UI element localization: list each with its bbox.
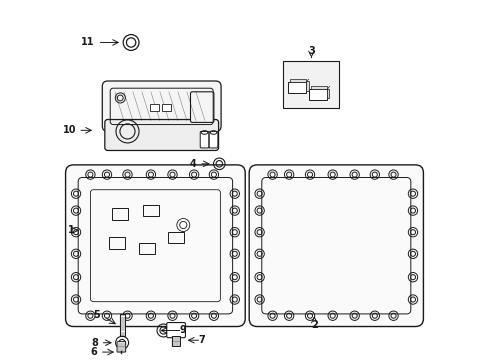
Bar bbox=[310, 86, 326, 89]
Bar bbox=[112, 208, 128, 220]
Bar bbox=[289, 79, 306, 82]
Text: 5: 5 bbox=[93, 310, 100, 320]
Text: 2: 2 bbox=[310, 320, 317, 330]
Bar bbox=[306, 81, 308, 91]
Text: 11: 11 bbox=[81, 37, 94, 48]
FancyBboxPatch shape bbox=[200, 131, 208, 148]
Text: 7: 7 bbox=[198, 335, 204, 345]
Bar bbox=[288, 82, 306, 93]
Bar bbox=[120, 314, 124, 336]
Text: 3: 3 bbox=[307, 46, 314, 56]
FancyBboxPatch shape bbox=[65, 165, 244, 327]
Bar bbox=[139, 243, 155, 254]
Text: 9: 9 bbox=[179, 325, 186, 336]
FancyBboxPatch shape bbox=[102, 81, 221, 131]
Text: 1: 1 bbox=[67, 225, 74, 235]
FancyBboxPatch shape bbox=[249, 165, 423, 327]
Bar bbox=[283, 61, 339, 108]
FancyBboxPatch shape bbox=[104, 120, 218, 150]
Bar bbox=[108, 237, 124, 249]
Bar bbox=[150, 104, 159, 111]
Bar bbox=[309, 89, 326, 100]
Bar bbox=[326, 89, 329, 98]
Text: 8: 8 bbox=[91, 338, 98, 348]
Bar bbox=[168, 232, 183, 243]
FancyBboxPatch shape bbox=[117, 342, 125, 352]
Text: 4: 4 bbox=[189, 159, 196, 169]
Bar bbox=[172, 336, 179, 346]
Bar bbox=[142, 205, 159, 216]
Text: 10: 10 bbox=[62, 125, 76, 135]
FancyBboxPatch shape bbox=[166, 323, 185, 338]
FancyBboxPatch shape bbox=[209, 131, 218, 148]
Text: 6: 6 bbox=[90, 347, 97, 357]
Bar bbox=[162, 104, 170, 111]
FancyBboxPatch shape bbox=[190, 92, 213, 122]
